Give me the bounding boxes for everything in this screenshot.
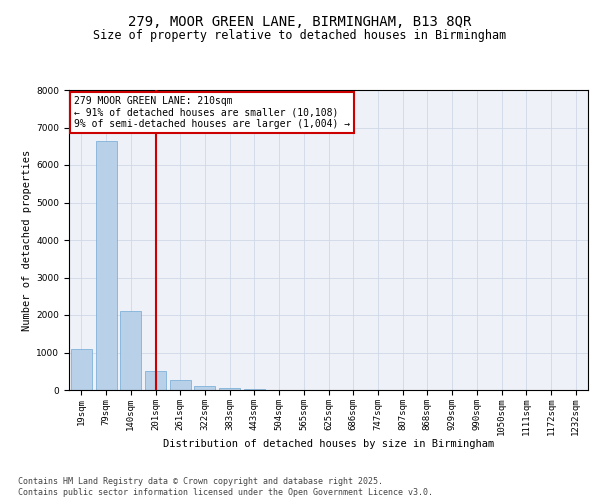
X-axis label: Distribution of detached houses by size in Birmingham: Distribution of detached houses by size … bbox=[163, 440, 494, 450]
Bar bbox=[95, 140, 116, 390]
Bar bbox=[71, 349, 92, 390]
Bar bbox=[120, 311, 141, 390]
Bar bbox=[244, 389, 265, 390]
Bar bbox=[219, 388, 240, 390]
Bar bbox=[170, 380, 191, 390]
Y-axis label: Number of detached properties: Number of detached properties bbox=[22, 150, 32, 330]
Text: Contains HM Land Registry data © Crown copyright and database right 2025.
Contai: Contains HM Land Registry data © Crown c… bbox=[18, 478, 433, 497]
Text: 279 MOOR GREEN LANE: 210sqm
← 91% of detached houses are smaller (10,108)
9% of : 279 MOOR GREEN LANE: 210sqm ← 91% of det… bbox=[74, 96, 350, 129]
Text: 279, MOOR GREEN LANE, BIRMINGHAM, B13 8QR: 279, MOOR GREEN LANE, BIRMINGHAM, B13 8Q… bbox=[128, 16, 472, 30]
Bar bbox=[145, 371, 166, 390]
Bar bbox=[194, 386, 215, 390]
Text: Size of property relative to detached houses in Birmingham: Size of property relative to detached ho… bbox=[94, 28, 506, 42]
